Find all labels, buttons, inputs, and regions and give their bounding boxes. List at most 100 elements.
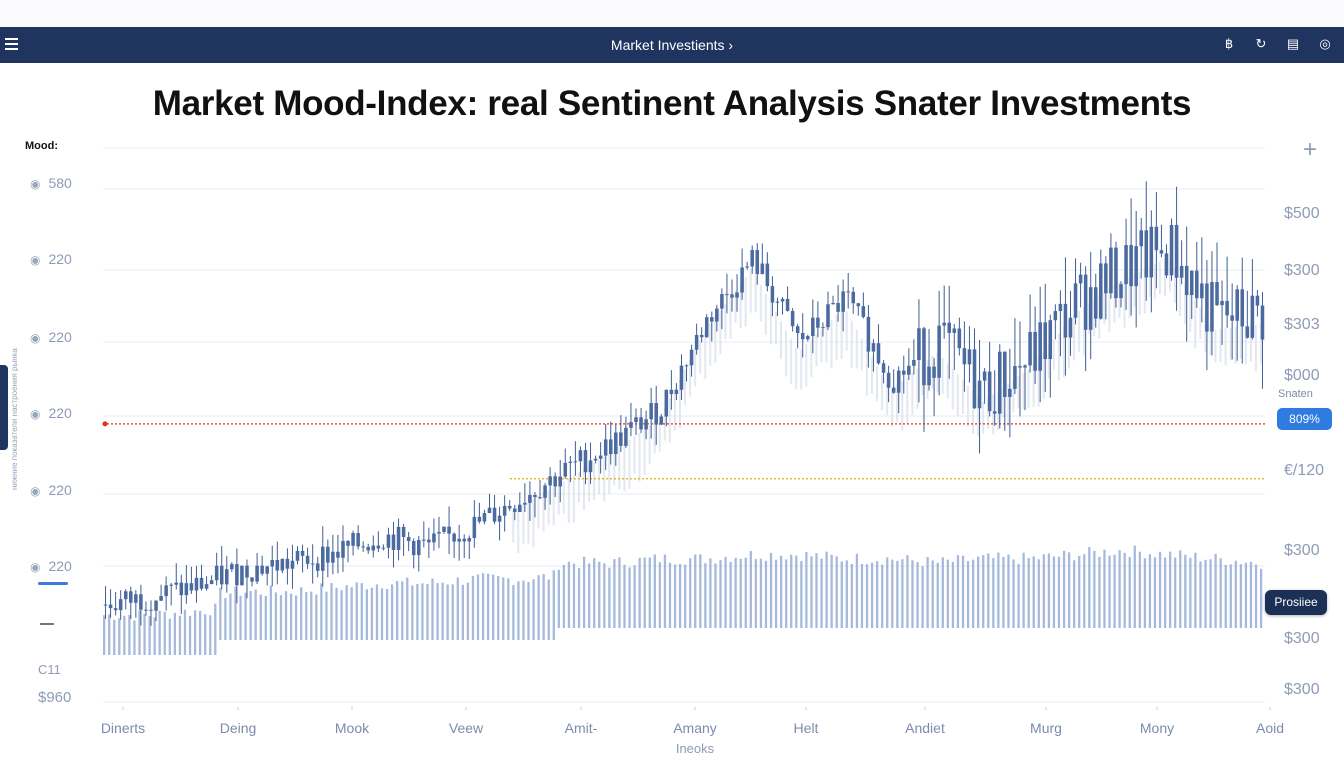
candle-body <box>1073 283 1078 318</box>
bitcoin-icon[interactable]: ฿ <box>1224 36 1234 51</box>
candle-body <box>209 580 214 585</box>
volume-bar <box>421 583 424 640</box>
volume-bar <box>279 595 283 640</box>
candle-body <box>1053 311 1058 321</box>
volume-bar <box>588 563 591 628</box>
candle-body <box>391 534 396 550</box>
candle-body <box>866 316 871 352</box>
range-shade <box>870 356 873 394</box>
volume-bar <box>502 577 505 640</box>
nav-title[interactable]: Market Investients › <box>610 37 734 53</box>
range-shade <box>966 385 969 427</box>
candle-body <box>1174 224 1179 278</box>
volume-bar <box>204 614 207 655</box>
range-shade <box>1194 299 1197 349</box>
volume-bar <box>320 583 323 640</box>
range-shade <box>977 396 980 436</box>
volume-bar <box>441 582 444 640</box>
candle-body <box>477 516 482 522</box>
range-shade <box>855 329 858 369</box>
volume-bar <box>820 558 823 628</box>
x-tick-label: Helt <box>793 720 819 736</box>
range-shade <box>956 374 959 416</box>
range-shade <box>678 378 681 429</box>
volume-bar <box>244 592 247 640</box>
volume-bar <box>860 563 864 628</box>
coin-icon: ◉ <box>30 407 41 421</box>
candle-body <box>927 366 931 386</box>
volume-bar <box>704 563 707 628</box>
candle-body <box>118 599 123 611</box>
range-shade <box>694 349 697 387</box>
candle-body <box>1124 245 1128 285</box>
volume-bar <box>678 563 682 628</box>
candle-body <box>497 515 502 522</box>
account-icon[interactable]: ◎ <box>1319 36 1331 51</box>
coin-icon: ◉ <box>30 331 41 345</box>
candle-body <box>553 476 557 487</box>
range-shade <box>709 323 712 367</box>
candle-body <box>573 461 578 463</box>
volume-bar <box>527 581 530 640</box>
candle-body <box>255 565 259 582</box>
x-tick-label: Amany <box>673 720 717 736</box>
volume-bar <box>643 557 646 628</box>
volume-bar <box>401 581 404 640</box>
candle-body <box>684 365 689 367</box>
range-shade <box>719 310 722 355</box>
range-shade <box>582 469 585 510</box>
range-shade <box>875 366 879 401</box>
volume-bar <box>835 556 838 628</box>
volume-bar <box>774 559 778 628</box>
volume-bar <box>1224 564 1227 628</box>
range-shade <box>1138 271 1141 316</box>
candle-body <box>755 250 760 275</box>
volume-bar <box>108 614 111 655</box>
candle-body <box>462 538 466 542</box>
candle-body <box>891 387 896 393</box>
candle-body <box>422 539 426 541</box>
range-shade <box>830 319 833 369</box>
range-shade <box>527 502 530 544</box>
candle-body <box>411 541 416 556</box>
candle-body <box>1144 230 1149 278</box>
y-tick-right: $300 <box>1284 542 1320 559</box>
range-shade <box>1047 345 1050 379</box>
range-shade <box>512 511 515 543</box>
y-tick-right: $000 <box>1284 367 1320 384</box>
volume-bar <box>977 556 980 628</box>
candle-body <box>235 564 239 586</box>
y-tick-left: ◉ 220 <box>30 251 72 267</box>
range-shade <box>532 499 535 548</box>
refresh-icon[interactable]: ↻ <box>1255 36 1267 51</box>
volume-bar <box>699 554 702 628</box>
volume-bar <box>289 593 293 640</box>
candle-body <box>1149 226 1154 278</box>
range-shade <box>557 484 560 515</box>
wallet-icon[interactable]: ▤ <box>1286 36 1300 51</box>
volume-bar <box>1057 556 1061 628</box>
candle-body <box>806 336 810 340</box>
range-shade <box>618 447 621 490</box>
range-shade <box>1214 329 1217 363</box>
candle-body <box>1260 305 1265 340</box>
menu-icon[interactable] <box>5 38 18 50</box>
candle-body <box>361 546 365 548</box>
volume-bar <box>350 587 353 640</box>
range-shade <box>835 315 838 361</box>
candle-body <box>194 577 199 591</box>
candle-body <box>856 303 861 307</box>
range-shade <box>1017 376 1020 409</box>
candle-body <box>1139 230 1143 247</box>
volume-bar <box>416 584 419 640</box>
range-shade <box>734 290 737 323</box>
range-shade <box>764 293 767 335</box>
candle-body <box>826 304 830 328</box>
candle-body <box>659 416 664 425</box>
x-axis-title: Ineoks <box>675 741 715 756</box>
candle-body <box>230 564 234 570</box>
candle-body <box>331 551 335 563</box>
range-shade <box>785 330 788 377</box>
side-panel-tab[interactable] <box>0 365 8 450</box>
add-icon[interactable]: + <box>1303 136 1318 163</box>
